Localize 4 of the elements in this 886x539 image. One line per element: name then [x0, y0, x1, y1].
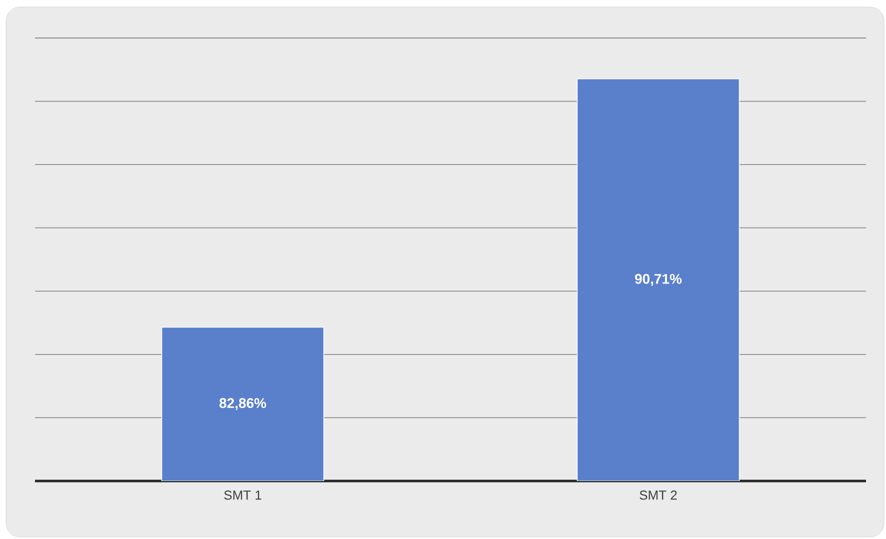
x-tick-label: SMT 1: [224, 490, 262, 500]
data-label: 90,71%: [635, 274, 682, 286]
data-label: 82,86%: [219, 398, 266, 410]
x-tick-label: SMT 2: [640, 490, 677, 500]
